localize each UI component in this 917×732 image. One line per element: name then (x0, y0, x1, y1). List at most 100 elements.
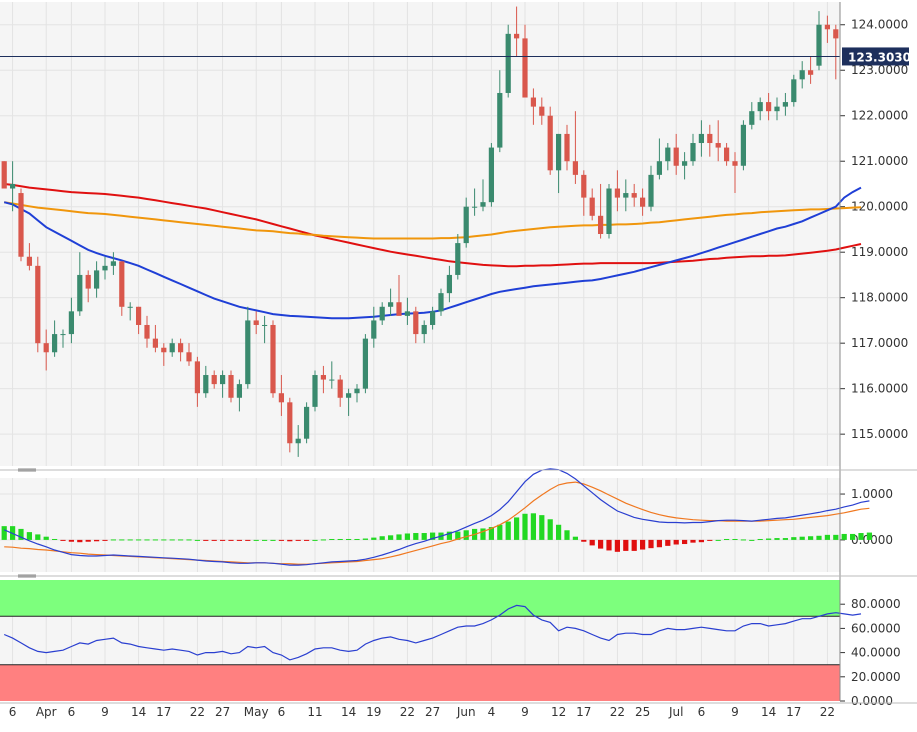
x-tick-label: May (244, 705, 269, 719)
macd-hist-bar (732, 538, 738, 540)
macd-hist-bar (144, 539, 150, 541)
macd-hist-bar (337, 538, 343, 540)
y-tick-label: 117.0000 (851, 336, 908, 350)
macd-hist-bar (614, 539, 621, 552)
macd-hist-bar (513, 517, 520, 540)
rsi-line (3, 604, 862, 661)
macd-hist-bar (807, 536, 814, 540)
current-price-label: 123.3030 (848, 50, 911, 64)
candle-body (740, 124, 747, 166)
price-y-axis: 124.0000 123.0000 122.0000 121.0000 120.0000… (0, 18, 908, 441)
macd-hist-bar (177, 539, 184, 541)
macd-hist-bar (765, 538, 772, 540)
y-tick-label: 120.0000 (851, 200, 908, 214)
macd-hist-bar (673, 539, 679, 545)
macd-hist-bar (648, 539, 654, 549)
macd-hist-bar (68, 539, 75, 542)
y-tick-label: 40.0000 (851, 646, 901, 660)
x-tick-label: 25 (635, 705, 650, 719)
candle-body (429, 311, 436, 325)
macd-hist-bar (547, 519, 553, 540)
macd-hist-bar (824, 534, 831, 540)
panel-resize-handle[interactable] (18, 574, 36, 578)
candle-body (43, 343, 49, 353)
candle-body (639, 197, 646, 207)
candle-body (799, 70, 805, 80)
candle-body (102, 265, 108, 271)
macd-hist-bar (698, 539, 705, 543)
x-tick-label: Jul (668, 705, 683, 719)
macd-hist-bar (723, 538, 730, 540)
macd-hist-bar (581, 539, 587, 542)
candle-body (303, 406, 310, 439)
x-tick-label: 22 (190, 705, 205, 719)
macd-hist-bar (690, 539, 696, 543)
macd-panel-bg (0, 478, 840, 572)
macd-hist-bar (354, 538, 360, 540)
macd-hist-bar (665, 539, 671, 546)
macd-hist-bar (497, 524, 503, 540)
candle-body (698, 133, 705, 144)
macd-hist-bar (169, 539, 175, 541)
macd-hist-bar (270, 539, 276, 541)
candle-body (614, 188, 621, 198)
macd-hist-bar (589, 539, 595, 546)
macd-hist-bar (791, 537, 797, 540)
candle-body (169, 343, 175, 353)
y-tick-label: 116.0000 (851, 382, 908, 396)
macd-hist-bar (555, 524, 562, 540)
macd-hist-bar (329, 538, 335, 540)
candle-body (488, 147, 495, 203)
macd-hist-bar (396, 534, 402, 540)
candle-body (60, 334, 66, 336)
macd-hist-bar (799, 536, 805, 540)
macd-hist-bar (757, 538, 763, 540)
x-tick-label: 6 (9, 705, 17, 719)
candle-body (791, 79, 797, 103)
candle-body (270, 324, 276, 394)
candle-body (219, 375, 226, 385)
macd-hist-bar (152, 539, 159, 541)
macd-hist-bar (312, 539, 318, 541)
macd-hist-bar (253, 539, 259, 541)
x-tick-label: 17 (156, 705, 171, 719)
macd-hist-bar (18, 528, 24, 540)
macd-hist-bar (371, 537, 377, 540)
y-tick-label: 122.0000 (851, 109, 908, 123)
candle-body (144, 324, 150, 339)
candle-body (732, 161, 738, 166)
macd-hist-bar (707, 539, 713, 541)
rsi-overbought-zone (0, 580, 840, 617)
macd-hist-bar (186, 539, 192, 541)
x-tick-label: Apr (36, 705, 57, 719)
candle-body (194, 361, 201, 394)
macd-hist-bar (858, 533, 864, 540)
x-tick-label: 9 (521, 705, 529, 719)
macd-hist-bar (774, 538, 780, 540)
candle-body (35, 265, 41, 344)
macd-hist-bar (623, 539, 629, 551)
candle-body (597, 215, 604, 234)
candle-body (135, 306, 142, 325)
macd-hist-bar (362, 538, 369, 540)
sma-mid-line (4, 201, 862, 240)
macd-hist-bar (564, 530, 570, 540)
macd-hist-bar (572, 536, 579, 540)
macd-hist-bar (379, 536, 385, 540)
y-tick-label: 121.0000 (851, 154, 908, 168)
candle-body (463, 206, 469, 244)
panel-resize-handle[interactable] (18, 468, 36, 472)
macd-hist-bar (530, 513, 537, 540)
candle-body (119, 261, 125, 307)
macd-hist-bar (782, 538, 789, 540)
candle-body (446, 274, 453, 294)
candle-body (505, 33, 511, 93)
candle-body (337, 379, 343, 398)
candle-body (631, 193, 637, 198)
candle-body (438, 293, 444, 312)
y-tick-label: 118.0000 (851, 291, 908, 305)
macd-hist-bar (455, 531, 461, 540)
candle-body (9, 183, 16, 189)
macd-hist-bar (228, 539, 234, 541)
macd-hist-bar (77, 539, 83, 543)
